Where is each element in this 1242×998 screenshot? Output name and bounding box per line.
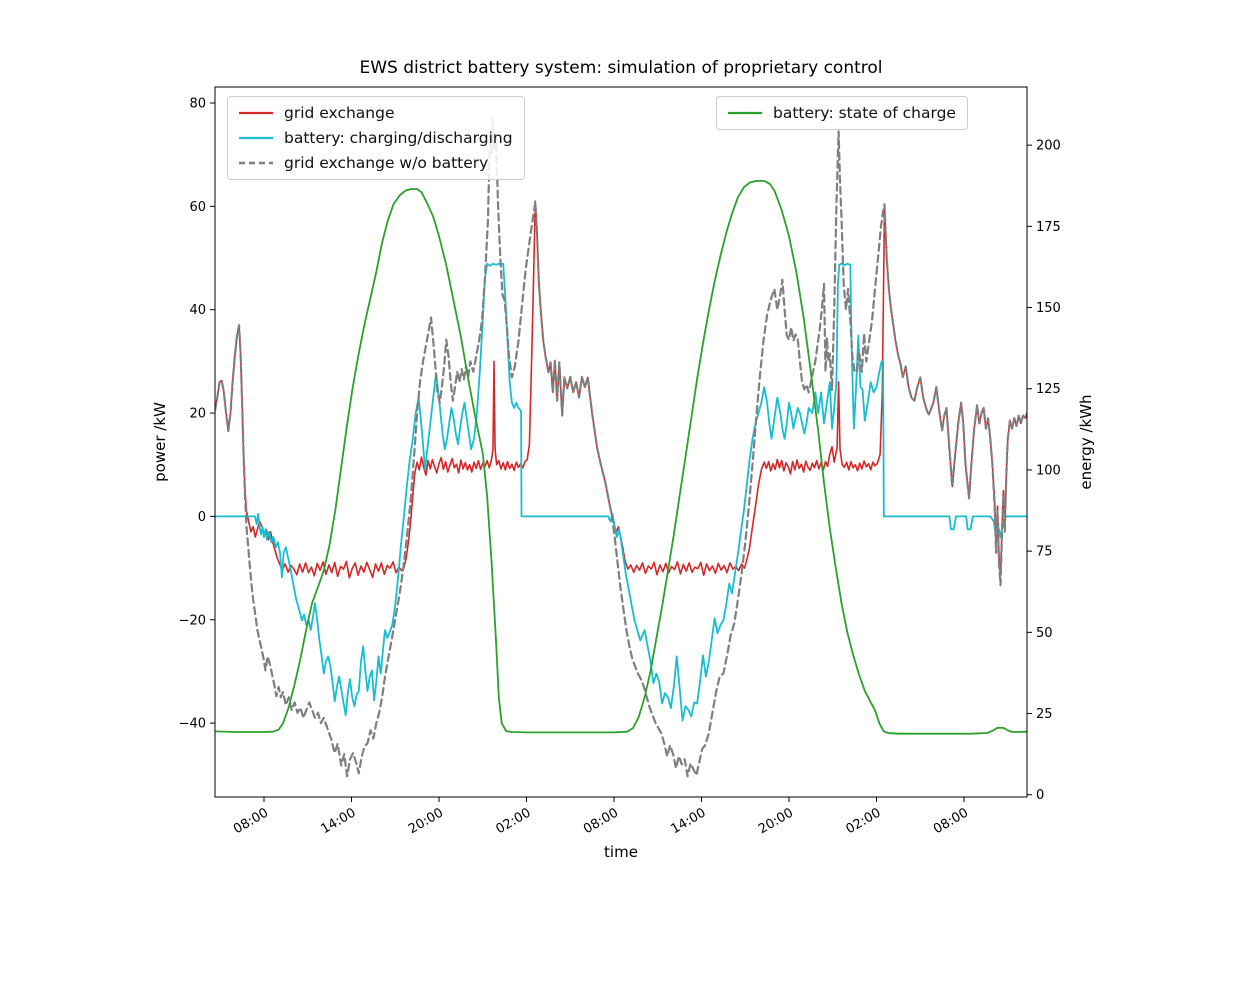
series-battery-state-of-charge bbox=[215, 179, 1027, 735]
x-axis-label: time bbox=[604, 843, 638, 861]
x-tick-label: 08:00 bbox=[231, 805, 271, 837]
y-tick-label-left: 80 bbox=[189, 97, 206, 112]
series-battery-charging-discharging bbox=[215, 262, 1027, 722]
x-tick-label: 02:00 bbox=[844, 805, 884, 837]
y-tick-label-left: 60 bbox=[189, 200, 206, 215]
legend-item-state-of-charge: battery: state of charge bbox=[728, 104, 956, 122]
y-axis-label-left: power /kW bbox=[151, 402, 169, 482]
y-tick-label-right: 0 bbox=[1036, 788, 1044, 803]
y-tick-label-right: 25 bbox=[1036, 707, 1053, 722]
y-tick-label-left: −40 bbox=[179, 717, 206, 732]
plot-border bbox=[214, 86, 1028, 798]
y-tick-label-right: 75 bbox=[1036, 545, 1053, 560]
y-tick-label-right: 175 bbox=[1036, 220, 1061, 235]
y-tick-label-left: 40 bbox=[189, 303, 206, 318]
x-tick-label: 08:00 bbox=[581, 805, 621, 837]
y-tick-label-right: 200 bbox=[1036, 139, 1061, 154]
y-tick-label-right: 125 bbox=[1036, 382, 1061, 397]
x-tick-label: 14:00 bbox=[669, 805, 709, 837]
x-tick-label: 02:00 bbox=[494, 805, 534, 837]
legend-line-battery-power bbox=[239, 136, 273, 140]
x-tick-label: 20:00 bbox=[406, 805, 446, 837]
legend-label: battery: charging/discharging bbox=[284, 129, 513, 147]
x-tick-label: 08:00 bbox=[931, 805, 971, 837]
legend-item-battery-power: battery: charging/discharging bbox=[239, 129, 513, 147]
legend-power: grid exchange battery: charging/discharg… bbox=[227, 96, 525, 180]
legend-line-state-of-charge bbox=[728, 111, 762, 115]
y-tick-label-left: −20 bbox=[179, 613, 206, 628]
legend-energy: battery: state of charge bbox=[716, 96, 968, 130]
x-tick-label: 14:00 bbox=[319, 805, 359, 837]
series-grid-exchange bbox=[215, 200, 1027, 579]
y-tick-label-right: 100 bbox=[1036, 463, 1061, 478]
chart-title: EWS district battery system: simulation … bbox=[359, 58, 883, 78]
y-tick-label-right: 150 bbox=[1036, 301, 1061, 316]
legend-label: grid exchange w/o battery bbox=[284, 154, 489, 172]
legend-line-grid-exchange bbox=[239, 111, 273, 115]
legend-item-grid-exchange-wo-battery: grid exchange w/o battery bbox=[239, 154, 513, 172]
legend-label: grid exchange bbox=[284, 104, 395, 122]
y-axis-label-right: energy /kWh bbox=[1077, 394, 1095, 490]
y-tick-label-right: 50 bbox=[1036, 626, 1053, 641]
y-tick-label-left: 20 bbox=[189, 407, 206, 422]
series-grid-exchange-w-o-battery bbox=[215, 117, 1027, 778]
legend-item-grid-exchange: grid exchange bbox=[239, 104, 513, 122]
legend-line-grid-exchange-wo-battery bbox=[239, 161, 273, 165]
x-tick-label: 20:00 bbox=[756, 805, 796, 837]
legend-label: battery: state of charge bbox=[773, 104, 956, 122]
y-tick-label-left: 0 bbox=[198, 510, 206, 525]
